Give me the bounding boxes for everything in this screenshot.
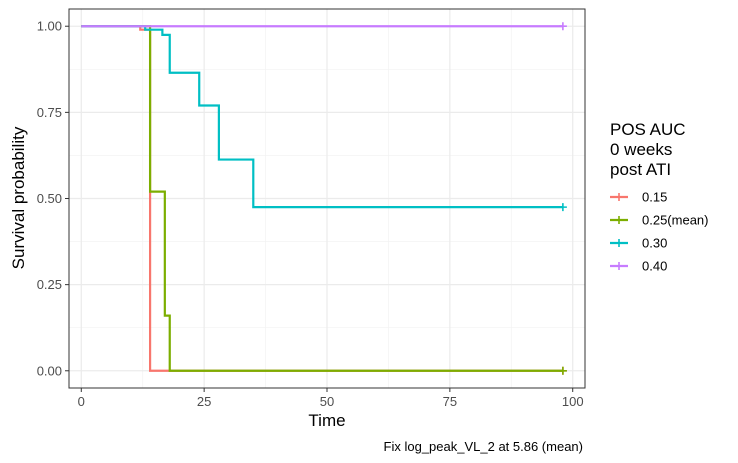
y-tick-label: 0.25 — [37, 277, 62, 292]
series-line-0-30 — [81, 25, 563, 209]
legend-item: 0.15 — [610, 190, 667, 205]
legend-title-line-2: 0 weeks — [610, 140, 672, 159]
legend-label: 0.25(mean) — [642, 213, 708, 228]
series-lines — [81, 22, 567, 375]
legend-title-line-3: post ATI — [610, 160, 671, 179]
legend-label: 0.40 — [642, 259, 667, 274]
y-tick-label: 0.75 — [37, 105, 62, 120]
legend-item: 0.40 — [610, 259, 667, 274]
legend-label: 0.30 — [642, 236, 667, 251]
y-axis-title: Survival probability — [9, 126, 28, 269]
x-axis-ticks: 0 25 50 75 100 — [78, 388, 584, 409]
series-line-0-25-mean- — [81, 25, 563, 372]
x-tick-label: 75 — [443, 394, 457, 409]
chart-caption: Fix log_peak_VL_2 at 5.86 (mean) — [384, 439, 583, 454]
legend-label: 0.15 — [642, 190, 667, 205]
x-tick-label: 0 — [78, 394, 85, 409]
censor-mark — [558, 366, 567, 375]
y-tick-label: 1.00 — [37, 19, 62, 34]
x-axis-title: Time — [308, 411, 345, 430]
censor-mark — [558, 22, 567, 31]
x-tick-label: 50 — [320, 394, 334, 409]
x-tick-label: 100 — [562, 394, 584, 409]
legend-item: 0.30 — [610, 236, 667, 251]
legend-item: 0.25(mean) — [610, 213, 708, 228]
y-tick-label: 0.00 — [37, 363, 62, 378]
legend-title-line-1: POS AUC — [610, 120, 686, 139]
x-tick-label: 25 — [197, 394, 211, 409]
y-tick-label: 0.50 — [37, 191, 62, 206]
legend: 0.15 0.25(mean) 0.30 0.40 — [610, 190, 708, 274]
y-axis-ticks: 0.00 0.25 0.50 0.75 1.00 — [37, 19, 69, 378]
censor-mark — [558, 203, 567, 212]
